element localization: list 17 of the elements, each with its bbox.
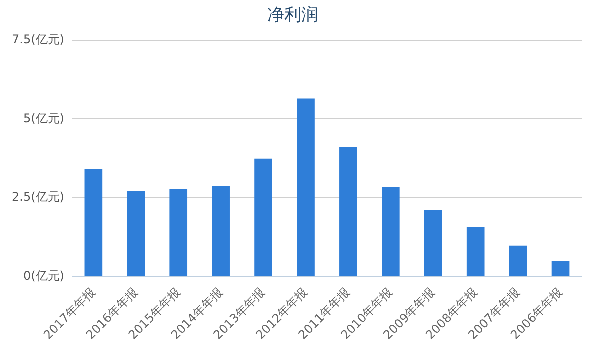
bar — [424, 210, 442, 276]
chart-title: 净利润 — [268, 6, 318, 26]
bar — [84, 169, 103, 276]
bar — [552, 261, 570, 276]
bar — [212, 186, 230, 276]
bar — [297, 98, 315, 276]
y-tick-label: 5(亿元) — [23, 111, 64, 126]
y-tick-label: 7.5(亿元) — [12, 32, 64, 47]
bar — [466, 226, 485, 276]
bar — [170, 189, 188, 276]
bar — [509, 246, 528, 276]
y-tick-label: 0(亿元) — [23, 268, 64, 283]
bar — [340, 148, 358, 276]
bar — [127, 191, 146, 276]
bar — [382, 186, 400, 276]
y-tick-label: 2.5(亿元) — [12, 190, 64, 204]
bar — [254, 158, 272, 276]
